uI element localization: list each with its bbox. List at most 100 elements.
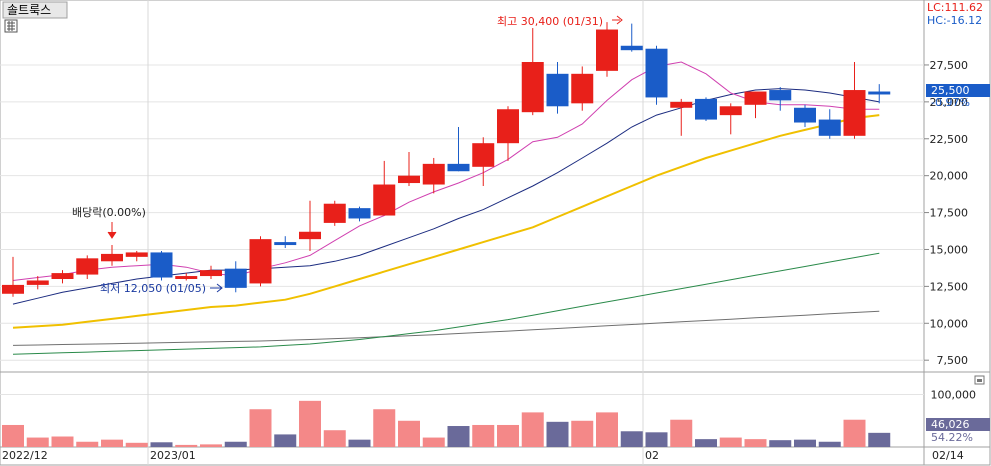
candle-body: [373, 184, 396, 216]
volume-bar: [125, 442, 148, 447]
candle-body: [521, 62, 544, 113]
price-tick-label: 17,500: [930, 207, 969, 220]
volume-bar: [299, 400, 321, 447]
price-tick-label: 25,000: [930, 96, 969, 109]
volume-bar: [150, 442, 173, 447]
date-label: 02: [645, 449, 659, 462]
candle-body: [497, 109, 519, 144]
stock-name[interactable]: 솔트룩스: [7, 3, 51, 17]
lc-label: LC:111.62: [927, 1, 983, 14]
ma20-line: [12, 114, 880, 329]
candle-body: [125, 252, 148, 257]
stock-name-box[interactable]: [2, 1, 68, 19]
candle-body: [150, 252, 173, 278]
volume-bar: [596, 412, 618, 447]
price-tick-label: 27,500: [930, 59, 969, 72]
date-label: 2022/12: [2, 449, 48, 462]
volume-bar: [422, 437, 445, 447]
candle-body: [348, 208, 371, 219]
candle-body: [645, 48, 668, 98]
grid-menu-icon-lines: [7, 21, 15, 31]
volume-bar: [670, 419, 693, 447]
volume-bar: [868, 432, 891, 447]
volume-bar: [744, 439, 767, 447]
candle-body: [175, 276, 198, 279]
low-arrow-icon: [210, 283, 223, 293]
candle-body: [51, 273, 74, 279]
volume-bar: [323, 430, 346, 447]
price-tick-label: 10,000: [930, 317, 969, 330]
candle-body: [719, 106, 742, 116]
price-tick-label: 12,500: [930, 280, 969, 293]
volume-bar: [398, 420, 420, 447]
volume-bar: [794, 439, 816, 447]
candle-body: [224, 268, 247, 288]
volume-axis: 100,000: [931, 389, 977, 402]
volume-bar: [695, 439, 717, 447]
current-volume-label: 46,026: [931, 418, 970, 431]
candle-body: [818, 119, 841, 136]
candle-body: [101, 253, 123, 262]
candle-body: [794, 107, 816, 123]
candles: [2, 22, 891, 297]
ma120-line: [12, 310, 880, 346]
price-tick-label: 22,500: [930, 133, 969, 146]
candle-body: [546, 73, 569, 107]
candle-body: [299, 231, 321, 240]
volume-pct-label: 54.22%: [931, 431, 973, 444]
volume-tick-label: 100,000: [931, 389, 977, 402]
candle-body: [26, 280, 49, 285]
volume-bar: [546, 421, 569, 447]
candle-body: [596, 29, 618, 71]
candle-body: [76, 258, 99, 275]
volume-bar: [101, 439, 123, 447]
volume-bar: [2, 424, 24, 447]
candle-body: [695, 98, 717, 120]
candle-body: [769, 90, 792, 101]
hc-label: HC:-16.12: [927, 14, 982, 27]
volume-bar: [26, 437, 49, 447]
pane-expand-icon-fill: [977, 379, 982, 382]
volume-bar: [348, 439, 371, 447]
price-tick-label: 15,000: [930, 243, 969, 256]
volume-bar: [373, 409, 396, 447]
candle-body: [323, 203, 346, 223]
current-price-label: 25,500: [931, 84, 970, 97]
candle-body: [274, 242, 297, 246]
date-axis: 2022/12 2023/01 02 02/14: [2, 449, 964, 462]
dividend-arrow-icon: [107, 222, 117, 239]
volume-label-box: [926, 418, 990, 431]
volume-bar: [769, 440, 792, 447]
volume-bar: [51, 436, 74, 447]
candle-body: [249, 239, 272, 284]
volume-bar: [818, 441, 841, 447]
candle-body: [447, 163, 470, 172]
volume-bar: [472, 424, 495, 447]
volume-bar: [571, 420, 594, 447]
candle-body: [422, 163, 445, 185]
price-tick-label: 20,000: [930, 170, 969, 183]
date-label: 2023/01: [150, 449, 196, 462]
change-label: -0.97%: [931, 96, 970, 109]
price-label-box: [926, 84, 990, 97]
volume-bar: [249, 409, 272, 447]
high-arrow-icon: [612, 15, 623, 25]
candle-body: [620, 45, 643, 51]
candle-body: [670, 101, 693, 108]
candle-body: [472, 143, 495, 167]
volume-bar: [620, 431, 643, 447]
price-axis: 7,500 10,000 12,500 15,000 17,500 20,000 22,50…: [924, 59, 968, 367]
volume-bar: [645, 432, 668, 447]
date-label: 02/14: [932, 449, 964, 462]
volume-bar: [719, 437, 742, 447]
candle-body: [868, 91, 891, 95]
candle-body: [398, 175, 420, 184]
candle-body: [571, 73, 594, 104]
volume-bar: [200, 444, 222, 447]
volume-bar: [447, 426, 470, 447]
volume-bar: [224, 441, 247, 447]
volume-bar: [521, 412, 544, 447]
candle-body: [2, 284, 24, 294]
